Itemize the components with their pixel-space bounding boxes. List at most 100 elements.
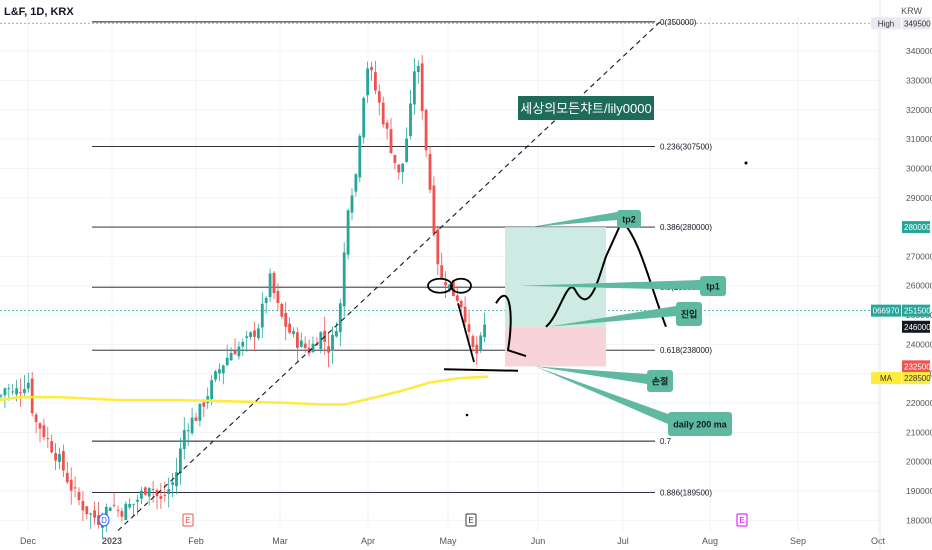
candle-body	[0, 395, 3, 397]
candle-body	[428, 153, 432, 190]
candle-body	[381, 102, 385, 125]
circle-mark	[427, 277, 453, 294]
candle-body	[108, 507, 112, 511]
candle-body	[444, 282, 447, 286]
event-marker-label: D	[101, 516, 107, 525]
candle-body	[167, 489, 171, 495]
price-label	[902, 372, 930, 385]
candle-body	[292, 331, 295, 335]
price-tag-text: 066970	[873, 307, 900, 316]
callout-box	[676, 302, 702, 326]
candle-body	[140, 490, 143, 499]
callout-pointer	[548, 306, 676, 327]
loss-zone	[505, 326, 606, 367]
callout-box	[668, 412, 732, 436]
price-label-value: 251500	[904, 307, 931, 316]
candle-body	[260, 303, 264, 328]
candle-body	[358, 135, 362, 178]
event-marker	[465, 513, 477, 527]
candle-body	[296, 332, 299, 348]
x-tick-label: Mar	[272, 536, 288, 546]
candle-body	[143, 487, 147, 495]
candle-body	[440, 265, 444, 278]
candle-body	[436, 229, 440, 265]
event-marker-label: E	[739, 516, 744, 525]
watermark-layer: 세상의모든챠트/lily0000	[518, 96, 654, 120]
candle-body	[350, 195, 354, 213]
candle-body	[233, 350, 237, 355]
fib-label: 0.618(238000)	[660, 346, 712, 355]
y-tick-label: 340000	[906, 46, 932, 56]
candle-body	[198, 403, 202, 421]
candle-body	[194, 417, 198, 421]
candle-body	[452, 280, 455, 296]
candle-body	[253, 330, 256, 337]
callout-box	[647, 370, 673, 392]
y-tick-label: 200000	[906, 457, 932, 467]
x-tick-label: Jun	[531, 536, 546, 546]
candle-body	[11, 391, 15, 393]
candle-body	[463, 306, 467, 323]
callout-label: daily 200 ma	[673, 420, 728, 430]
candle-body	[147, 487, 151, 497]
price-label	[902, 221, 930, 234]
path-stroke	[495, 294, 527, 358]
arrow-stroke	[457, 303, 475, 363]
callout-pointer	[535, 366, 647, 384]
x-tick-label: Dec	[20, 536, 37, 546]
candle-body	[50, 441, 54, 453]
y-tick-label: 220000	[906, 398, 932, 408]
candle-body	[34, 414, 38, 422]
y-tick-label: 260000	[906, 281, 932, 291]
candle-body	[377, 91, 381, 103]
candle-body	[42, 425, 46, 438]
price-label-value: 232500	[904, 362, 931, 371]
price-label	[902, 17, 930, 30]
candle-body	[257, 328, 260, 339]
candle-body	[23, 389, 26, 394]
callout-label: 진입	[681, 309, 698, 320]
candle-body	[116, 509, 120, 511]
path-stroke	[545, 219, 667, 328]
callout-pointer	[520, 280, 700, 290]
candle-body	[346, 210, 350, 255]
candle-body	[38, 423, 42, 429]
candles	[0, 55, 486, 539]
candle-body	[338, 303, 342, 333]
candle-body	[85, 506, 89, 515]
watermark-box	[518, 96, 654, 120]
candle-body	[327, 346, 330, 353]
event-marker-label: E	[468, 516, 473, 525]
candle-body	[73, 487, 77, 489]
price-label-value: 246000	[904, 323, 931, 332]
candle-body	[416, 66, 420, 73]
y-tick-label: 290000	[906, 193, 932, 203]
candle-body	[264, 297, 268, 304]
event-marker	[736, 513, 748, 527]
trend-line	[117, 21, 661, 531]
candle-body	[93, 510, 96, 518]
fib-label: 0(350000)	[660, 18, 697, 27]
candle-body	[268, 273, 272, 298]
candle-body	[241, 341, 245, 347]
dot-mark	[744, 161, 748, 165]
currency-label: KRW	[901, 6, 922, 16]
x-tick-label: May	[439, 536, 457, 546]
price-label	[902, 360, 930, 373]
candle-body	[471, 336, 475, 348]
price-label-value: 349500	[904, 19, 931, 28]
candle-body	[214, 371, 217, 380]
candle-body	[124, 503, 128, 520]
candle-body	[393, 154, 397, 163]
event-marker-label: E	[185, 516, 190, 525]
candle-body	[405, 138, 408, 162]
candle-body	[479, 335, 483, 351]
candle-body	[335, 331, 338, 337]
candle-body	[342, 252, 346, 307]
candle-body	[62, 451, 65, 471]
x-tick-label: Aug	[702, 536, 718, 546]
candle-body	[448, 284, 451, 290]
candle-body	[159, 496, 163, 499]
event-marker	[98, 513, 110, 527]
